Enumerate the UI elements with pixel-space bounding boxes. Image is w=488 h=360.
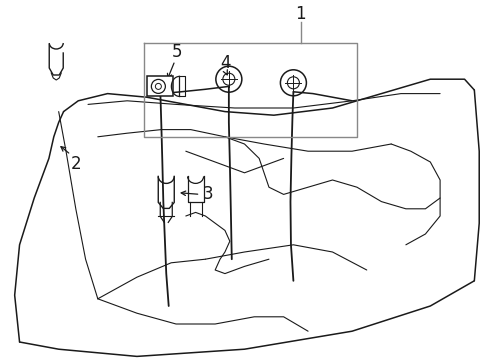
Text: 5: 5 xyxy=(171,43,182,61)
Bar xyxy=(147,76,173,96)
Text: 3: 3 xyxy=(203,185,213,203)
Text: 1: 1 xyxy=(295,5,305,23)
Text: 2: 2 xyxy=(70,155,81,173)
Text: 4: 4 xyxy=(220,54,231,72)
